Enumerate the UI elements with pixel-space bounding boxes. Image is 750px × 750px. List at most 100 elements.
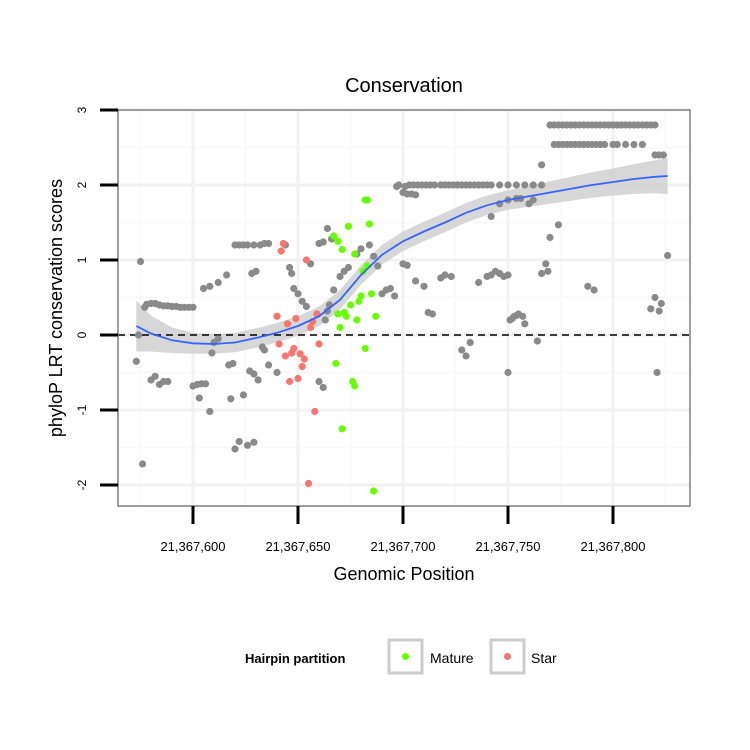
mature-point-0 [330,232,338,240]
other-point-28 [208,349,216,357]
other-point-80 [344,263,352,272]
other-point-107 [420,282,428,290]
star-point-16 [307,323,315,332]
star-point-12 [298,362,306,371]
other-point-217 [659,151,668,159]
other-point-70 [323,224,331,233]
other-point-149 [504,368,512,377]
other-point-159 [542,260,550,268]
other-point-130 [529,181,537,189]
other-point-73 [319,383,327,392]
other-point-46 [250,241,258,249]
other-point-111 [441,271,449,279]
other-point-210 [647,305,655,313]
x-tick-label-1: 21,367,650 [265,539,330,554]
mature-point-24 [370,487,378,495]
other-point-88 [386,284,394,293]
star-points-series [273,239,323,488]
other-point-77 [330,286,338,294]
other-point-37 [229,359,237,368]
other-point-208 [630,140,638,149]
mature-point-19 [351,382,359,390]
star-point-11 [296,350,304,358]
other-point-157 [533,337,542,345]
other-point-21 [164,377,172,386]
mature-point-3 [344,222,352,230]
other-point-105 [403,261,411,269]
mature-point-1 [334,237,342,245]
other-point-100 [430,181,439,189]
y-tick-label-0: -2 [75,479,89,490]
y-axis: -2 -1 0 1 2 3 [75,106,118,490]
mature-point-11 [332,359,340,368]
other-point-41 [250,438,258,446]
other-point-72 [315,377,323,386]
star-point-6 [286,377,294,386]
other-point-132 [458,346,466,354]
other-point-213 [655,307,663,315]
other-point-27 [206,407,214,416]
other-point-55 [265,239,273,248]
other-point-63 [290,284,298,293]
star-point-14 [302,256,310,264]
other-point-91 [395,181,403,189]
star-point-15 [304,479,313,488]
other-point-38 [231,445,239,453]
y-tick-label-4: 2 [75,181,89,188]
mature-point-20 [353,316,361,324]
other-point-64 [294,290,302,298]
other-point-30 [214,335,222,343]
legend-label-mature: Mature [430,650,474,666]
x-tick-label-2: 21,367,700 [370,539,435,554]
other-point-128 [512,181,521,189]
other-point-160 [544,267,552,275]
other-point-49 [250,370,258,378]
other-point-58 [265,361,273,369]
other-point-18 [151,372,159,380]
star-point-20 [315,340,323,348]
other-point-141 [504,271,512,279]
legend-item-mature: Mature [387,638,474,675]
other-point-109 [428,310,436,318]
other-point-66 [302,302,310,311]
star-point-2 [277,247,285,255]
mature-point-14 [338,425,346,433]
other-point-112 [447,272,455,281]
other-point-129 [521,181,529,189]
other-point-206 [613,140,621,149]
other-point-214 [657,299,665,308]
other-point-16 [189,303,197,311]
star-point-0 [273,312,281,320]
x-axis-label: Genomic Position [333,564,474,584]
other-point-78 [336,272,344,281]
y-axis-label: phyloP LRT conservation scores [46,179,66,437]
other-point-3 [139,460,147,468]
other-point-204 [601,140,609,149]
other-point-161 [546,233,554,242]
other-point-1 [134,331,142,339]
other-point-103 [412,191,420,199]
mature-point-4 [351,250,359,258]
other-point-32 [206,282,214,290]
star-point-5 [283,320,292,328]
other-point-83 [365,241,373,249]
other-point-156 [521,320,529,328]
mature-point-9 [365,220,373,228]
mature-point-21 [355,297,363,305]
legend: Hairpin partition Mature Star [245,638,557,675]
other-point-85 [374,262,382,270]
star-point-4 [281,352,289,360]
x-tick-label-4: 21,367,800 [580,539,645,554]
mature-point-25 [372,312,380,320]
other-point-209 [638,140,647,149]
other-point-133 [462,352,470,360]
other-point-57 [260,346,268,354]
chart-title: Conservation [345,75,463,97]
mature-point-2 [338,245,346,254]
mature-point-8 [363,196,371,204]
star-point-9 [292,314,300,323]
other-point-135 [475,278,483,287]
star-point-1 [275,340,283,348]
other-point-84 [370,252,378,260]
